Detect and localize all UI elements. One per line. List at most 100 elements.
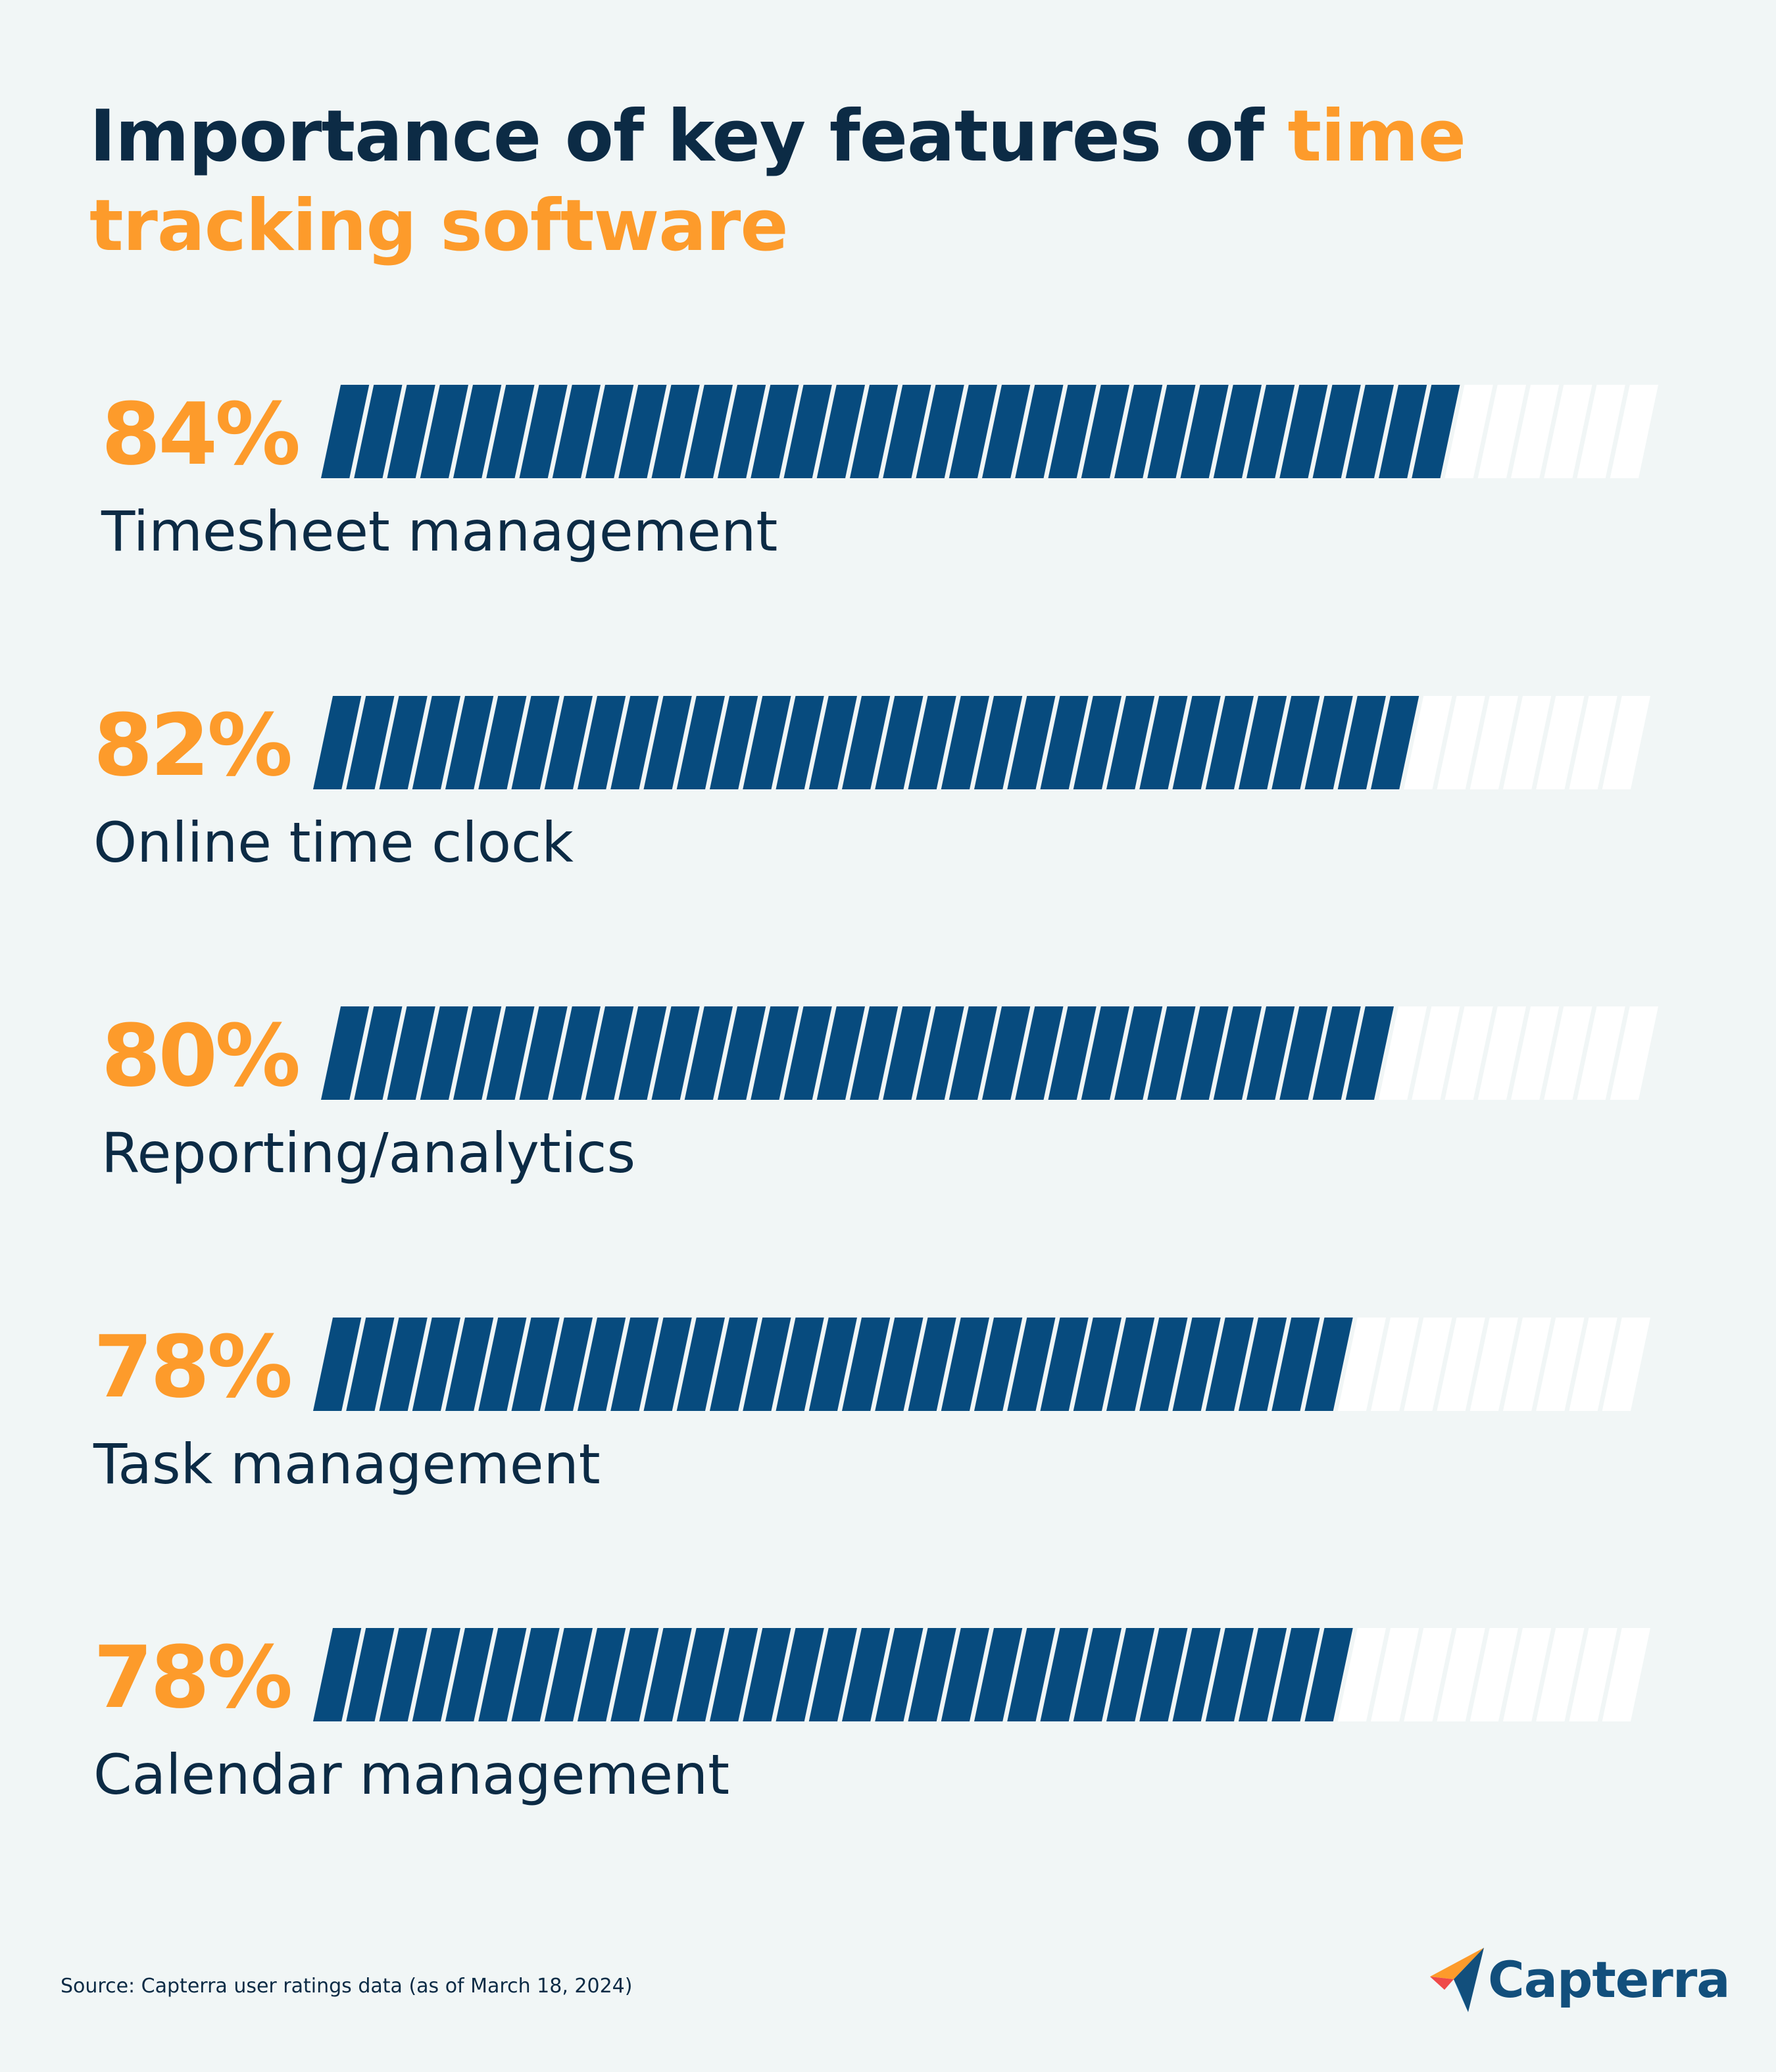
bar-segment-filled bbox=[776, 1318, 824, 1411]
bar-segment-filled bbox=[883, 1006, 931, 1100]
bar-segment-empty bbox=[1577, 385, 1625, 478]
bar-segment-filled bbox=[1073, 696, 1122, 789]
bar-segment-empty bbox=[1536, 1318, 1585, 1411]
bar-segment-filled bbox=[1139, 1318, 1188, 1411]
bar-segment-filled bbox=[710, 696, 758, 789]
bar-segment-filled bbox=[1007, 696, 1056, 789]
bar-segment-filled bbox=[313, 1318, 362, 1411]
bar-segment-filled bbox=[710, 1318, 758, 1411]
bar-segment-filled bbox=[676, 1318, 725, 1411]
bar-segment-filled bbox=[346, 1628, 395, 1721]
bar-segment-filled bbox=[1147, 385, 1196, 478]
bar-segment-filled bbox=[651, 385, 700, 478]
bar-segment-filled bbox=[1106, 1628, 1155, 1721]
bar-segment-filled bbox=[908, 696, 956, 789]
bar-segment-filled bbox=[776, 1628, 824, 1721]
bar-row: 78% Calendar management bbox=[0, 1628, 1776, 1865]
bar-row: 80% Reporting/analytics bbox=[0, 1006, 1776, 1243]
bar-segment-empty bbox=[1404, 1628, 1452, 1721]
bar-segment-empty bbox=[1379, 1006, 1427, 1100]
bar-segment-filled bbox=[578, 1318, 626, 1411]
bar-segment-empty bbox=[1511, 1006, 1560, 1100]
category-label: Reporting/analytics bbox=[101, 1121, 636, 1185]
bar-segment-filled bbox=[1147, 1006, 1196, 1100]
value-label: 78% bbox=[93, 1627, 293, 1727]
bar-segment-filled bbox=[1139, 1628, 1188, 1721]
bar-segment-filled bbox=[412, 1318, 460, 1411]
title-main: Importance of key features of bbox=[89, 95, 1288, 178]
bar-row: 84% Timesheet management bbox=[0, 385, 1776, 622]
bar-segment-filled bbox=[743, 1628, 791, 1721]
bar-segment-filled bbox=[511, 1628, 560, 1721]
bar-segment-filled bbox=[453, 385, 502, 478]
bar-segment-filled bbox=[420, 1006, 468, 1100]
bar-segment-filled bbox=[718, 385, 766, 478]
bar-segment-filled bbox=[1073, 1318, 1122, 1411]
bar-segment-filled bbox=[387, 385, 435, 478]
bar-segment-filled bbox=[412, 696, 460, 789]
bar-track bbox=[313, 1628, 1650, 1721]
bar-segment-filled bbox=[651, 1006, 700, 1100]
bar-segment-empty bbox=[1404, 1318, 1452, 1411]
bar-segment-filled bbox=[1371, 696, 1419, 789]
bar-segment-filled bbox=[908, 1628, 956, 1721]
bar-segment-filled bbox=[1180, 1006, 1229, 1100]
bar-segment-empty bbox=[1602, 1628, 1650, 1721]
bar-track bbox=[321, 385, 1658, 478]
bar-segment-filled bbox=[974, 1628, 1023, 1721]
bar-segment-filled bbox=[1040, 1628, 1089, 1721]
bar-segment-filled bbox=[643, 1628, 692, 1721]
bar-segment-filled bbox=[1180, 385, 1229, 478]
bar-segment-empty bbox=[1444, 385, 1493, 478]
bar-segment-empty bbox=[1503, 696, 1552, 789]
bar-segment-empty bbox=[1569, 696, 1617, 789]
bar-segment-filled bbox=[1239, 696, 1287, 789]
bar-segment-filled bbox=[816, 385, 865, 478]
bar-segment-filled bbox=[842, 1318, 891, 1411]
bar-segment-filled bbox=[1279, 385, 1328, 478]
bar-segment-filled bbox=[1213, 1006, 1262, 1100]
bar-segment-filled bbox=[1007, 1318, 1056, 1411]
bar-segment-empty bbox=[1569, 1318, 1617, 1411]
bar-segment-filled bbox=[610, 1318, 659, 1411]
bar-segment-filled bbox=[808, 1628, 857, 1721]
bar-segment-filled bbox=[875, 696, 924, 789]
bar-segment-filled bbox=[544, 1318, 593, 1411]
bar-segment-empty bbox=[1602, 1318, 1650, 1411]
bar-segment-empty bbox=[1503, 1318, 1552, 1411]
bar-segment-filled bbox=[1239, 1318, 1287, 1411]
value-label: 80% bbox=[101, 1006, 301, 1106]
bar-segment-filled bbox=[379, 1318, 428, 1411]
bar-segment-filled bbox=[445, 1628, 494, 1721]
bar-segment-filled bbox=[618, 1006, 667, 1100]
capterra-logo: Capterra bbox=[1427, 1944, 1731, 2016]
bar-segment-filled bbox=[1345, 385, 1394, 478]
bar-segment-filled bbox=[1246, 385, 1295, 478]
bar-segment-empty bbox=[1469, 1628, 1518, 1721]
bar-segment-filled bbox=[751, 1006, 799, 1100]
bar-segment-empty bbox=[1577, 1006, 1625, 1100]
bar-segment-filled bbox=[486, 1006, 535, 1100]
bar-segment-filled bbox=[445, 1318, 494, 1411]
bar-segment-filled bbox=[1007, 1628, 1056, 1721]
bar-segment-filled bbox=[412, 1628, 460, 1721]
bar-segment-filled bbox=[519, 385, 568, 478]
bar-segment-filled bbox=[676, 696, 725, 789]
bar-segment-filled bbox=[321, 385, 370, 478]
bar-segment-empty bbox=[1602, 696, 1650, 789]
bar-segment-filled bbox=[1114, 1006, 1163, 1100]
bar-segment-filled bbox=[519, 1006, 568, 1100]
bar-segment-filled bbox=[883, 385, 931, 478]
bar-segment-filled bbox=[1312, 1006, 1361, 1100]
bar-segment-filled bbox=[1015, 385, 1064, 478]
title-highlight: time tracking software bbox=[89, 95, 1466, 267]
bar-segment-filled bbox=[916, 1006, 964, 1100]
value-label: 84% bbox=[101, 384, 301, 484]
bar-segment-filled bbox=[743, 696, 791, 789]
bar-segment-filled bbox=[1246, 1006, 1295, 1100]
bar-track bbox=[313, 1318, 1650, 1411]
bar-segment-filled bbox=[684, 385, 733, 478]
bar-segment-filled bbox=[776, 696, 824, 789]
bar-segment-empty bbox=[1536, 1628, 1585, 1721]
bar-segment-filled bbox=[1172, 1628, 1221, 1721]
